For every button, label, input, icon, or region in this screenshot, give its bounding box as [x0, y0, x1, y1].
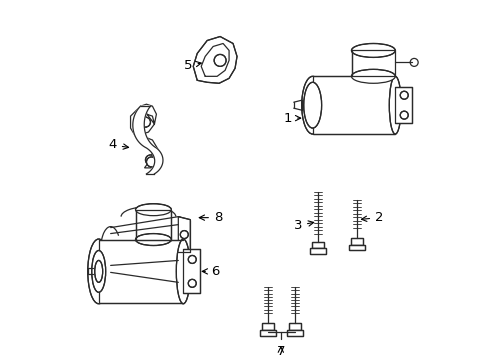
Ellipse shape [303, 82, 321, 128]
Circle shape [188, 279, 196, 287]
Polygon shape [99, 239, 183, 303]
Ellipse shape [135, 234, 171, 246]
Polygon shape [130, 104, 158, 168]
Circle shape [400, 111, 407, 119]
Ellipse shape [301, 76, 323, 134]
Polygon shape [394, 87, 411, 123]
Text: 2: 2 [361, 211, 383, 224]
Polygon shape [306, 99, 312, 111]
Ellipse shape [176, 239, 190, 304]
Circle shape [188, 256, 196, 264]
Polygon shape [183, 249, 200, 293]
Ellipse shape [135, 204, 171, 216]
Text: 5: 5 [183, 59, 201, 72]
Circle shape [180, 231, 188, 239]
Polygon shape [262, 323, 273, 330]
Polygon shape [133, 106, 163, 174]
Ellipse shape [305, 87, 319, 123]
Text: 3: 3 [293, 219, 313, 232]
Polygon shape [349, 244, 365, 251]
Ellipse shape [92, 251, 105, 292]
Text: 7: 7 [276, 345, 285, 357]
Circle shape [214, 54, 225, 66]
Polygon shape [288, 323, 300, 330]
Polygon shape [311, 242, 323, 248]
Circle shape [409, 58, 417, 66]
Ellipse shape [388, 76, 401, 134]
Polygon shape [135, 210, 171, 239]
Circle shape [139, 117, 149, 127]
Ellipse shape [351, 69, 394, 83]
Text: 8: 8 [199, 211, 222, 224]
Text: 4: 4 [108, 139, 128, 152]
Ellipse shape [351, 44, 394, 58]
Circle shape [146, 157, 156, 167]
Polygon shape [351, 238, 363, 244]
Polygon shape [178, 217, 190, 252]
Circle shape [400, 91, 407, 99]
Text: 1: 1 [283, 112, 300, 125]
Polygon shape [193, 36, 237, 83]
Circle shape [145, 155, 155, 165]
Text: 6: 6 [202, 265, 219, 278]
Polygon shape [286, 330, 302, 336]
Polygon shape [312, 76, 394, 134]
Polygon shape [352, 50, 394, 76]
Ellipse shape [87, 239, 109, 304]
Polygon shape [309, 248, 325, 255]
Ellipse shape [95, 260, 102, 282]
Polygon shape [260, 330, 275, 336]
Circle shape [140, 117, 150, 127]
